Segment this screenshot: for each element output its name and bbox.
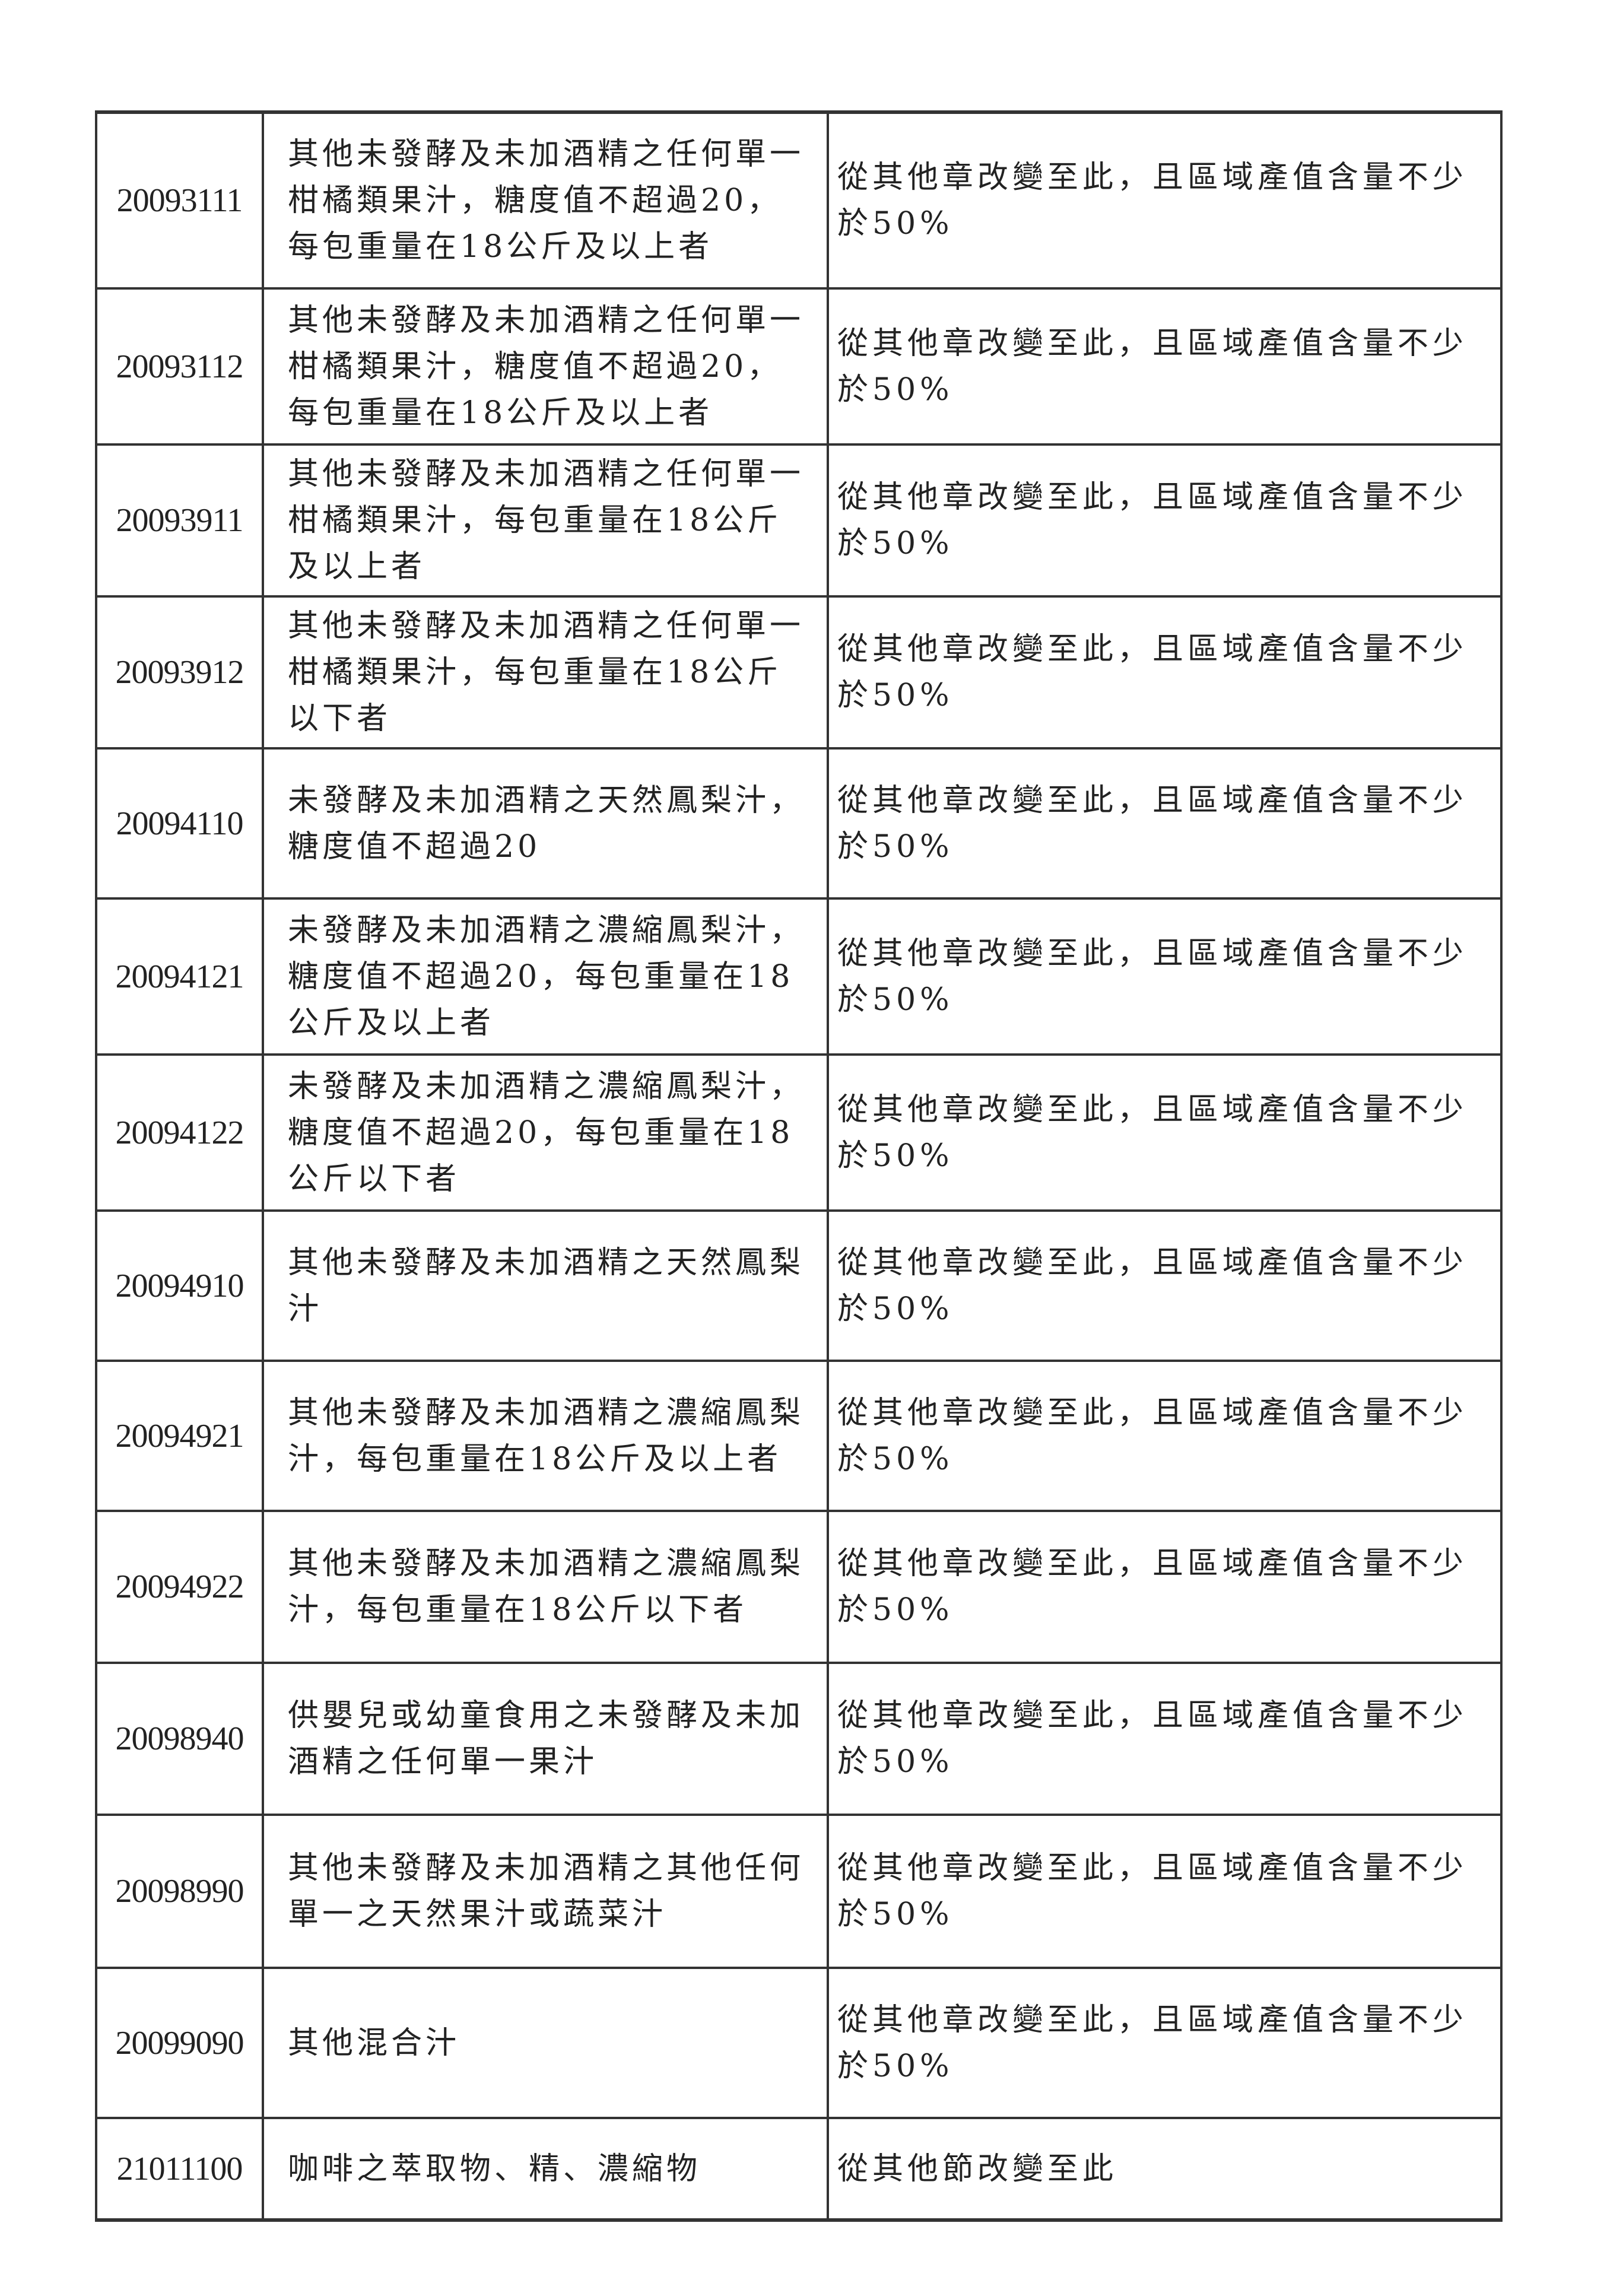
table-row: 20094922 其他未發酵及未加酒精之濃縮鳳梨汁，每包重量在18公斤以下者 從其他…: [95, 1510, 1503, 1664]
origin-rule-cell: 從其他章改變至此，且區域產值含量不少於50%: [827, 443, 1503, 598]
description-cell: 其他混合汁: [262, 1967, 829, 2119]
description-cell: 其他未發酵及未加酒精之濃縮鳳梨汁，每包重量在18公斤及以上者: [262, 1360, 829, 1512]
table-row: 21011100 咖啡之萃取物、精、濃縮物 從其他節改變至此: [95, 2117, 1503, 2222]
origin-rule-cell: 從其他章改變至此，且區域產值含量不少於50%: [827, 110, 1503, 290]
origin-rule-cell: 從其他節改變至此: [827, 2117, 1503, 2222]
hs-code-cell: 20099090: [95, 1967, 264, 2119]
origin-rule-cell: 從其他章改變至此，且區域產值含量不少於50%: [827, 1053, 1503, 1212]
hs-code-cell: 20093112: [95, 287, 264, 446]
origin-rule-cell: 從其他章改變至此，且區域產值含量不少於50%: [827, 1209, 1503, 1362]
hs-code-cell: 20098940: [95, 1662, 264, 1816]
table-row: 20098940 供嬰兒或幼童食用之未發酵及未加酒精之任何單一果汁 從其他章改變至此…: [95, 1662, 1503, 1816]
description-cell: 其他未發酵及未加酒精之任何單一柑橘類果汁，糖度值不超過20，每包重量在18公斤及…: [262, 110, 829, 290]
description-cell: 其他未發酵及未加酒精之任何單一柑橘類果汁，每包重量在18公斤以下者: [262, 595, 829, 750]
table-row: 20094910 其他未發酵及未加酒精之天然鳳梨汁 從其他章改變至此，且區域產值含量…: [95, 1209, 1503, 1362]
description-cell: 未發酵及未加酒精之濃縮鳳梨汁，糖度值不超過20，每包重量在18公斤及以上者: [262, 897, 829, 1056]
table-row: 20093111 其他未發酵及未加酒精之任何單一柑橘類果汁，糖度值不超過20，每包…: [95, 110, 1503, 290]
table-row: 20094110 未發酵及未加酒精之天然鳳梨汁，糖度值不超過20 從其他章改變至此，…: [95, 747, 1503, 900]
origin-rule-cell: 從其他章改變至此，且區域產值含量不少於50%: [827, 1662, 1503, 1816]
origin-rule-cell: 從其他章改變至此，且區域產值含量不少於50%: [827, 1510, 1503, 1664]
origin-rule-cell: 從其他章改變至此，且區域產值含量不少於50%: [827, 1967, 1503, 2119]
rules-of-origin-table: 20093111 其他未發酵及未加酒精之任何單一柑橘類果汁，糖度值不超過20，每包…: [95, 110, 1503, 2222]
hs-code-cell: 20093111: [95, 110, 264, 290]
origin-rule-cell: 從其他章改變至此，且區域產值含量不少於50%: [827, 595, 1503, 750]
hs-code-cell: 20093912: [95, 595, 264, 750]
table-row: 20094121 未發酵及未加酒精之濃縮鳳梨汁，糖度值不超過20，每包重量在18公…: [95, 897, 1503, 1056]
origin-rule-cell: 從其他章改變至此，且區域產值含量不少於50%: [827, 1814, 1503, 1969]
hs-code-cell: 20093911: [95, 443, 264, 598]
description-cell: 未發酵及未加酒精之天然鳳梨汁，糖度值不超過20: [262, 747, 829, 900]
table-row: 20093912 其他未發酵及未加酒精之任何單一柑橘類果汁，每包重量在18公斤以下…: [95, 595, 1503, 750]
table-row: 20093911 其他未發酵及未加酒精之任何單一柑橘類果汁，每包重量在18公斤及以…: [95, 443, 1503, 598]
hs-code-cell: 20094121: [95, 897, 264, 1056]
hs-code-cell: 20094910: [95, 1209, 264, 1362]
description-cell: 其他未發酵及未加酒精之任何單一柑橘類果汁，糖度值不超過20，每包重量在18公斤及…: [262, 287, 829, 446]
description-cell: 咖啡之萃取物、精、濃縮物: [262, 2117, 829, 2222]
hs-code-cell: 20094922: [95, 1510, 264, 1664]
table-row: 20094122 未發酵及未加酒精之濃縮鳳梨汁，糖度值不超過20，每包重量在18公…: [95, 1053, 1503, 1212]
hs-code-cell: 20094110: [95, 747, 264, 900]
origin-rule-cell: 從其他章改變至此，且區域產值含量不少於50%: [827, 747, 1503, 900]
description-cell: 其他未發酵及未加酒精之天然鳳梨汁: [262, 1209, 829, 1362]
table-row: 20099090 其他混合汁 從其他章改變至此，且區域產值含量不少於50%: [95, 1967, 1503, 2119]
origin-rule-cell: 從其他章改變至此，且區域產值含量不少於50%: [827, 1360, 1503, 1512]
description-cell: 未發酵及未加酒精之濃縮鳳梨汁，糖度值不超過20，每包重量在18公斤以下者: [262, 1053, 829, 1212]
origin-rule-cell: 從其他章改變至此，且區域產值含量不少於50%: [827, 897, 1503, 1056]
hs-code-cell: 21011100: [95, 2117, 264, 2222]
description-cell: 其他未發酵及未加酒精之任何單一柑橘類果汁，每包重量在18公斤及以上者: [262, 443, 829, 598]
origin-rule-cell: 從其他章改變至此，且區域產值含量不少於50%: [827, 287, 1503, 446]
hs-code-cell: 20098990: [95, 1814, 264, 1969]
description-cell: 供嬰兒或幼童食用之未發酵及未加酒精之任何單一果汁: [262, 1662, 829, 1816]
hs-code-cell: 20094921: [95, 1360, 264, 1512]
table-row: 20093112 其他未發酵及未加酒精之任何單一柑橘類果汁，糖度值不超過20，每包…: [95, 287, 1503, 446]
hs-code-cell: 20094122: [95, 1053, 264, 1212]
table-row: 20098990 其他未發酵及未加酒精之其他任何單一之天然果汁或蔬菜汁 從其他章改變…: [95, 1814, 1503, 1969]
table-row: 20094921 其他未發酵及未加酒精之濃縮鳳梨汁，每包重量在18公斤及以上者 從其…: [95, 1360, 1503, 1512]
description-cell: 其他未發酵及未加酒精之濃縮鳳梨汁，每包重量在18公斤以下者: [262, 1510, 829, 1664]
description-cell: 其他未發酵及未加酒精之其他任何單一之天然果汁或蔬菜汁: [262, 1814, 829, 1969]
